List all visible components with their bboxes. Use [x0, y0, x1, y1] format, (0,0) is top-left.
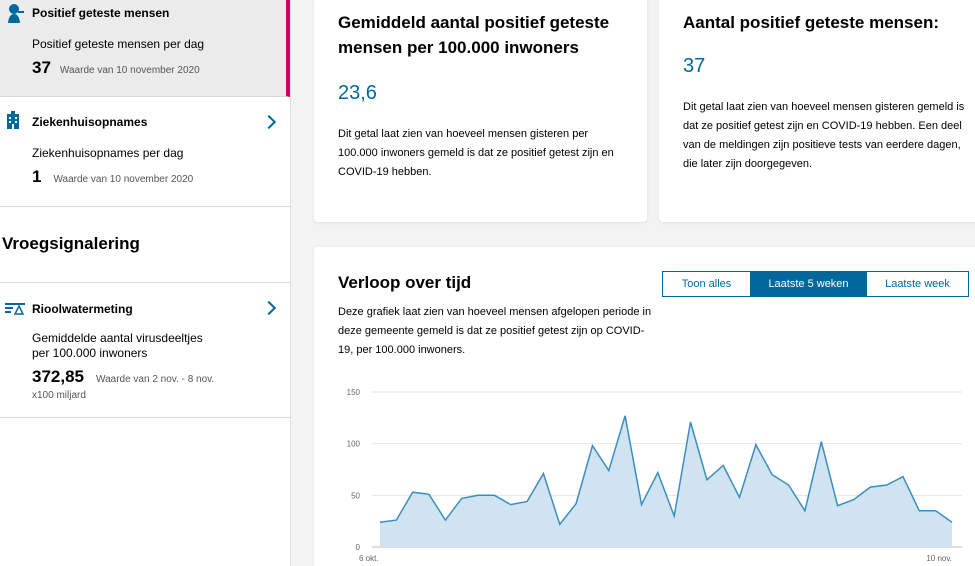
- chevron-right-icon: [261, 114, 277, 130]
- section-title: Vroegsignalering: [0, 207, 290, 283]
- sidebar-item-note: Waarde van 10 november 2020: [53, 174, 194, 185]
- sidebar-item-value: 372,85: [32, 367, 84, 386]
- sidebar-item-title: Rioolwatermeting: [32, 302, 133, 316]
- sidebar-item-subtitle: Positief geteste mensen per dag: [32, 37, 205, 51]
- sidebar-item-value: 37: [32, 58, 51, 77]
- card-positive-count: Aantal positief geteste mensen: 37 Dit g…: [659, 0, 975, 222]
- sidebar: Positief geteste mensen Positief geteste…: [0, 0, 291, 566]
- sidebar-item-hospital[interactable]: Ziekenhuisopnames Ziekenhuisopnames per …: [0, 97, 290, 207]
- card-value: 23,6: [338, 82, 377, 104]
- sidebar-item-title: Ziekenhuisopnames: [32, 115, 148, 129]
- tab-last-5-weeks[interactable]: Laatste 5 weken: [750, 272, 866, 296]
- card-description: Dit getal laat zien van hoeveel mensen g…: [683, 101, 965, 170]
- sidebar-item-note: Waarde van 2 nov. - 8 nov.: [96, 374, 215, 385]
- card-per-100k: Gemiddeld aantal positief geteste mensen…: [314, 0, 647, 222]
- hospital-icon: [5, 111, 25, 131]
- card-description: Dit getal laat zien van hoeveel mensen g…: [338, 128, 614, 178]
- sidebar-item-title: Positief geteste mensen: [32, 6, 170, 20]
- tab-show-all[interactable]: Toon alles: [663, 272, 750, 296]
- person-test-icon: [5, 3, 25, 23]
- chevron-right-icon: [261, 300, 277, 316]
- sidebar-item-positive-tests[interactable]: Positief geteste mensen Positief geteste…: [0, 0, 290, 97]
- chart-title: Verloop over tijd: [338, 273, 472, 292]
- chart-description: Deze grafiek laat zien van hoeveel mense…: [338, 306, 652, 356]
- sewer-icon: [5, 300, 25, 320]
- sidebar-item-sewer[interactable]: Rioolwatermeting Gemiddelde aantal virus…: [0, 283, 290, 418]
- sidebar-item-value-row: 1 Waarde van 10 november 2020: [32, 167, 193, 187]
- sidebar-item-subtitle: Ziekenhuisopnames per dag: [32, 146, 184, 160]
- sidebar-item-note: Waarde van 10 november 2020: [59, 65, 200, 76]
- tab-last-week[interactable]: Laatste week: [866, 272, 968, 296]
- card-title: Aantal positief geteste mensen:: [683, 13, 940, 32]
- sidebar-item-value-row: 372,85 Waarde van 2 nov. - 8 nov.: [32, 367, 214, 387]
- sidebar-item-value: 1: [32, 167, 42, 186]
- time-range-tabs: Toon alles Laatste 5 weken Laatste week: [662, 271, 969, 297]
- card-value: 37: [683, 55, 706, 77]
- sidebar-item-unit: x100 miljard: [32, 390, 86, 401]
- card-title: Gemiddeld aantal positief geteste mensen…: [338, 13, 610, 57]
- sidebar-item-value-row: 37 Waarde van 10 november 2020: [32, 58, 200, 78]
- sidebar-item-subtitle: Gemiddelde aantal virusdeeltjes per 100.…: [32, 331, 203, 360]
